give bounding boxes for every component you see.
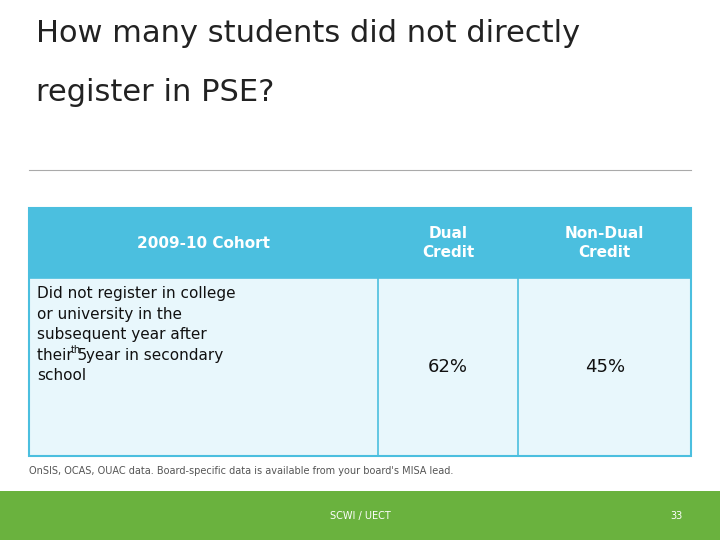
Text: 62%: 62% [428, 358, 468, 376]
Text: school: school [37, 368, 86, 383]
Text: OnSIS, OCAS, OUAC data. Board-specific data is available from your board's MISA : OnSIS, OCAS, OUAC data. Board-specific d… [29, 466, 453, 476]
Text: 2009-10 Cohort: 2009-10 Cohort [137, 235, 270, 251]
Text: How many students did not directly: How many students did not directly [36, 19, 580, 48]
Text: 45%: 45% [585, 358, 625, 376]
Text: register in PSE?: register in PSE? [36, 78, 274, 107]
Text: Dual
Credit: Dual Credit [422, 226, 474, 260]
FancyBboxPatch shape [29, 278, 691, 456]
Text: subsequent year after: subsequent year after [37, 327, 207, 342]
Text: th: th [71, 345, 81, 355]
FancyBboxPatch shape [29, 208, 691, 278]
Text: Non-Dual
Credit: Non-Dual Credit [565, 226, 644, 260]
Text: 33: 33 [670, 511, 683, 521]
FancyBboxPatch shape [0, 491, 720, 540]
Text: Did not register in college: Did not register in college [37, 286, 236, 301]
Text: year in secondary: year in secondary [81, 348, 223, 363]
Text: or university in the: or university in the [37, 307, 182, 322]
Text: their 5: their 5 [37, 348, 88, 363]
Text: SCWI / UECT: SCWI / UECT [330, 511, 390, 521]
